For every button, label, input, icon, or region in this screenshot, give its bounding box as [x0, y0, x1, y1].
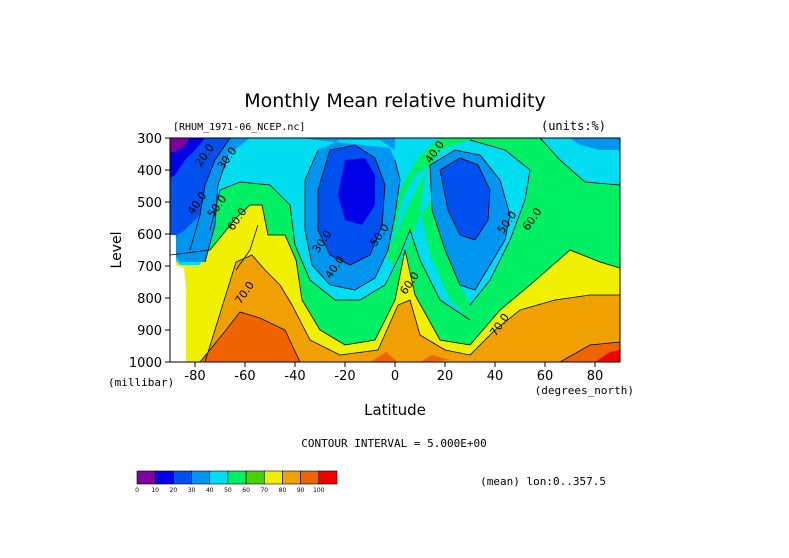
y-tick-label: 1000	[129, 356, 162, 371]
band-blue10	[170, 138, 375, 225]
y-axis: 300 400 500 600 700 800 900 1000	[129, 132, 170, 371]
band-purple	[170, 138, 190, 152]
y-tick-label: 900	[137, 324, 162, 339]
colorbar-swatch	[245, 470, 265, 485]
x-tick-label: -20	[334, 369, 355, 384]
x-tick-label: 80	[587, 369, 604, 384]
x-tick-label: 40	[487, 369, 504, 384]
y-tick-label: 300	[137, 132, 162, 147]
colorbar-swatch	[191, 470, 211, 485]
x-tick-label: -40	[284, 369, 305, 384]
x-tick-label: -60	[234, 369, 255, 384]
colorbar-label: 0	[135, 487, 139, 494]
units-label: (units:%)	[541, 119, 606, 133]
colorbar-swatch	[300, 470, 320, 485]
colorbar-swatch	[209, 470, 229, 485]
colorbar-label: 50	[224, 487, 232, 494]
colorbar-swatch	[282, 470, 301, 485]
colorbar: 0 10 20 30 40 50 60 70 80 90 100	[135, 470, 338, 494]
colorbar-label: 10	[151, 487, 159, 494]
colorbar-label: 40	[206, 487, 214, 494]
colorbar-label: 90	[297, 487, 305, 494]
y-axis-unit: (millibar)	[108, 376, 174, 389]
contour-bands	[170, 138, 620, 362]
colorbar-label: 80	[279, 487, 287, 494]
colorbar-swatch	[318, 470, 338, 485]
band-blue20	[170, 138, 490, 265]
colorbar-swatch	[136, 470, 156, 485]
band-darkorange	[200, 312, 620, 362]
x-tick-label: 20	[437, 369, 454, 384]
colorbar-swatch	[263, 470, 283, 485]
contour-lines	[170, 138, 620, 362]
x-axis-unit: (degrees_north)	[535, 384, 634, 397]
colorbar-label: 20	[170, 487, 178, 494]
colorbar-swatch	[154, 470, 174, 485]
x-tick-label: 60	[537, 369, 554, 384]
mean-longitude-label: (mean) lon:0..357.5	[480, 475, 606, 488]
y-tick-label: 400	[137, 164, 162, 179]
x-tick-label: 0	[391, 369, 399, 384]
contour-interval-label: CONTOUR INTERVAL = 5.000E+00	[301, 437, 486, 450]
y-tick-label: 600	[137, 228, 162, 243]
missing-data	[170, 235, 186, 362]
colorbar-label: 70	[260, 487, 268, 494]
y-tick-label: 800	[137, 292, 162, 307]
y-tick-label: 700	[137, 260, 162, 275]
colorbar-swatch	[173, 470, 192, 485]
colorbar-swatch	[227, 470, 247, 485]
x-tick-label: -80	[184, 369, 205, 384]
band-cyan	[170, 138, 620, 320]
x-axis-label: Latitude	[364, 401, 426, 419]
band-red	[595, 350, 620, 362]
colorbar-label: 100	[313, 487, 325, 494]
y-tick-label: 500	[137, 196, 162, 211]
y-axis-label: Level	[109, 232, 125, 269]
chart-title: Monthly Mean relative humidity	[244, 90, 546, 112]
colorbar-label: 30	[188, 487, 196, 494]
colorbar-label: 60	[242, 487, 250, 494]
x-axis: -80 -60 -40 -20 0 20 40 60 80	[184, 362, 603, 384]
dataset-label: [RHUM_1971-06_NCEP.nc]	[173, 122, 305, 133]
